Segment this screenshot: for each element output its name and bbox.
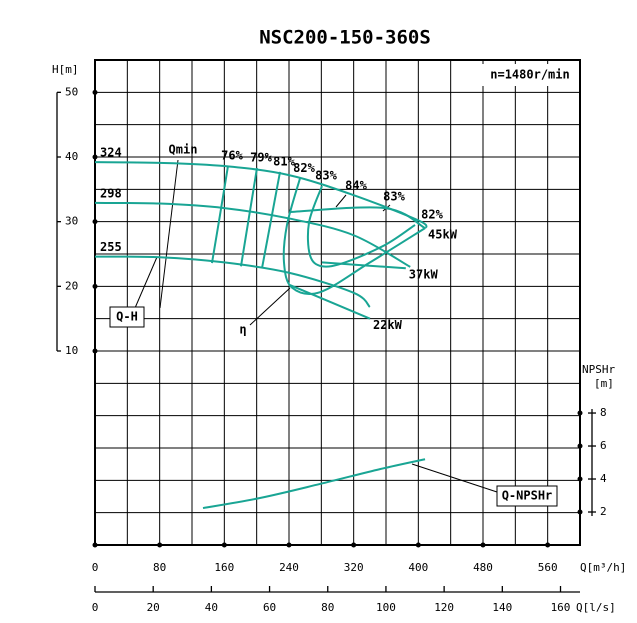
leader [134,256,158,309]
y-tick-label: 40 [65,150,78,163]
qh-curve [94,161,428,229]
x2-tick-label: 160 [551,601,571,614]
x-tick-label: 160 [214,561,234,574]
x2-axis-label: Q[l/s] [576,601,616,614]
plot-frame [94,59,581,546]
annotation: Q-H [116,310,138,324]
x2-tick-label: 20 [147,601,160,614]
y-tick-dot [92,283,98,289]
y-tick-label: 10 [65,344,78,357]
x-tick-dot [545,542,551,548]
efficiency-curve [261,171,282,269]
y2-tick-dot [577,443,583,449]
x2-tick-label: 140 [492,601,512,614]
x-tick-label: 560 [538,561,558,574]
annotation: 83% [383,190,405,204]
x2-tick-label: 120 [434,601,454,614]
power-curve [289,206,426,230]
y-tick-label: 50 [65,85,78,98]
y-tick-label: 30 [65,215,78,228]
efficiency-label: 76% [221,149,243,163]
y2-tick-label: 6 [600,439,607,452]
y2-axis-label: NPSHr [582,363,615,376]
y-tick-dot [92,89,98,95]
leader [159,159,179,309]
y-tick-dot [92,154,98,160]
annotation: η [239,323,246,337]
y2-tick-label: 8 [600,406,607,419]
x-tick-label: 480 [473,561,493,574]
y-axis-label: H[m] [52,63,79,76]
x-tick-label: 80 [153,561,166,574]
efficiency-label: 79% [250,150,272,164]
qh-curve [94,255,371,308]
x-tick-dot [221,542,227,548]
x-tick-dot [480,542,486,548]
x-tick-dot [92,542,98,548]
x-tick-dot [351,542,357,548]
npshr-label: Q-NPSHr [502,489,553,503]
x-tick-label: 240 [279,561,299,574]
annotation: 82% [421,208,443,222]
y2-tick-dot [577,476,583,482]
leader [249,287,291,326]
qh-curve [94,201,411,268]
x-tick-label: 320 [344,561,364,574]
x2-tick-label: 60 [263,601,276,614]
y2-tick-label: 4 [600,472,607,485]
x-tick-dot [286,542,292,548]
efficiency-label: 82% [293,161,315,175]
x2-tick-label: 40 [205,601,218,614]
x2-tick-label: 100 [376,601,396,614]
x2-tick-label: 80 [321,601,334,614]
power-label: 45kW [428,228,458,242]
annotation-box [496,485,558,507]
efficiency-curve [239,167,258,267]
x2-tick-label: 0 [92,601,99,614]
efficiency-curve [306,185,416,268]
leader [411,463,498,493]
y2-tick-dot [577,410,583,416]
y-tick-dot [92,219,98,225]
efficiency-label: 81% [273,154,295,168]
y-tick-dot [92,348,98,354]
annotation-box [109,306,145,328]
x-tick-dot [157,542,163,548]
power-curve [289,284,371,320]
speed-label: n=1480r/min [490,68,569,82]
y2-axis-unit: [m] [594,377,614,390]
efficiency-label: 83% [315,169,337,183]
efficiency-curve [282,178,426,295]
x-tick-dot [415,542,421,548]
npshr-curve [202,458,426,510]
power-curve [321,261,406,270]
annotation: 84% [345,179,367,193]
y2-tick-label: 2 [600,505,607,518]
efficiency-curve [210,165,229,264]
y2-tick-dot [577,509,583,515]
curve-label: 255 [100,240,122,254]
annotation: Qmin [169,143,198,157]
x-tick-label: 0 [92,561,99,574]
curve-label: 298 [100,186,122,200]
leader [335,194,347,208]
power-label: 22kW [373,318,403,332]
speed-box [477,64,580,86]
chart-title: NSC200-150-360S [259,27,431,49]
y-tick-label: 20 [65,279,78,292]
curve-label: 324 [100,146,122,160]
power-label: 37kW [409,268,439,282]
x-axis-label: Q[m³/h] [580,561,626,574]
x-tick-label: 400 [408,561,428,574]
